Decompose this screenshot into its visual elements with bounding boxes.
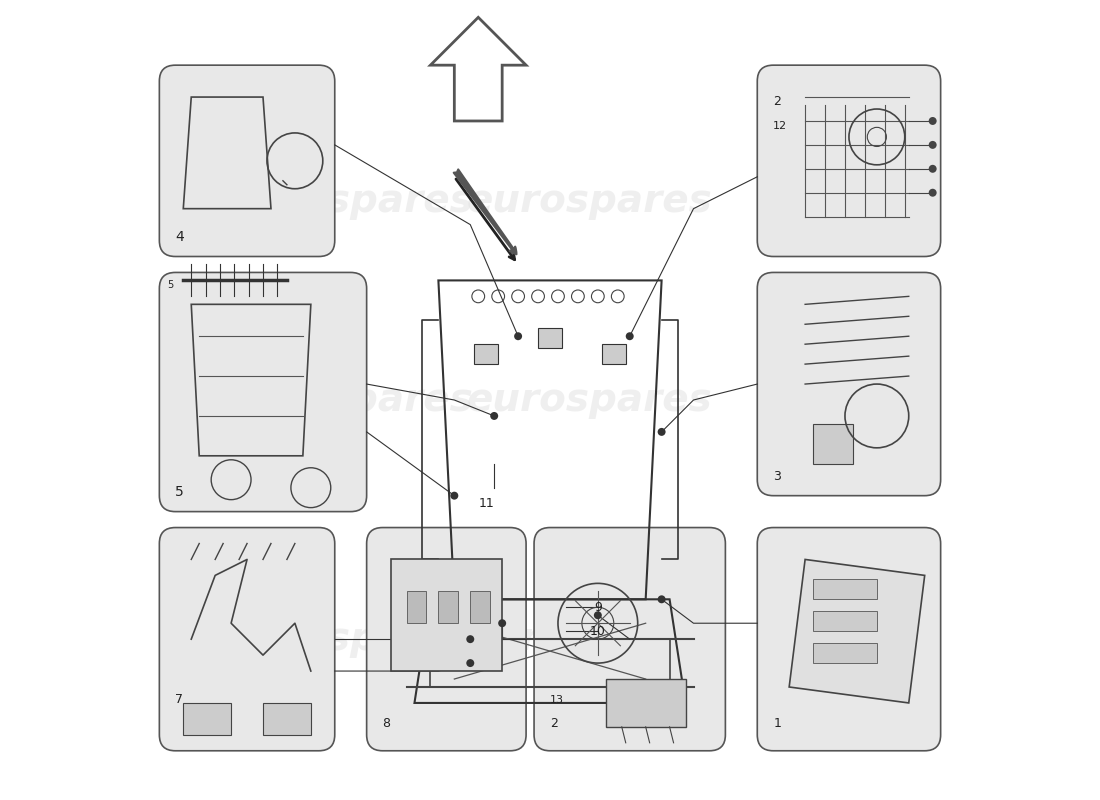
- Text: eurospares: eurospares: [468, 182, 713, 220]
- FancyBboxPatch shape: [366, 527, 526, 750]
- Text: 8: 8: [383, 717, 390, 730]
- Text: 12: 12: [773, 121, 788, 131]
- Bar: [538, 328, 562, 348]
- Bar: [606, 679, 685, 727]
- FancyBboxPatch shape: [160, 273, 366, 512]
- Text: 5: 5: [175, 485, 184, 498]
- Circle shape: [466, 635, 474, 643]
- Text: 7: 7: [175, 693, 184, 706]
- Circle shape: [626, 332, 634, 340]
- Bar: [813, 643, 877, 663]
- Polygon shape: [789, 559, 925, 703]
- Text: 10: 10: [590, 625, 606, 638]
- Circle shape: [658, 428, 666, 436]
- FancyBboxPatch shape: [160, 65, 334, 257]
- Circle shape: [658, 595, 666, 603]
- Circle shape: [466, 659, 474, 667]
- Text: eurospares: eurospares: [228, 620, 474, 658]
- Circle shape: [594, 611, 602, 619]
- Bar: [184, 703, 231, 735]
- Circle shape: [491, 412, 498, 420]
- Bar: [439, 591, 459, 623]
- Circle shape: [498, 619, 506, 627]
- Bar: [813, 424, 852, 464]
- Bar: [474, 344, 498, 364]
- Text: 6: 6: [279, 725, 287, 738]
- Circle shape: [928, 189, 937, 197]
- Text: 5: 5: [167, 280, 174, 290]
- FancyBboxPatch shape: [535, 527, 725, 750]
- Bar: [390, 559, 503, 671]
- Text: 4: 4: [175, 230, 184, 243]
- Circle shape: [928, 117, 937, 125]
- Circle shape: [514, 332, 522, 340]
- Text: 13: 13: [550, 695, 564, 705]
- Text: 11: 11: [478, 497, 494, 510]
- FancyBboxPatch shape: [757, 273, 940, 496]
- Bar: [813, 611, 877, 631]
- FancyBboxPatch shape: [757, 527, 940, 750]
- Bar: [471, 591, 491, 623]
- Circle shape: [450, 492, 459, 500]
- FancyBboxPatch shape: [757, 65, 940, 257]
- Text: eurospares: eurospares: [468, 381, 713, 419]
- Text: eurospares: eurospares: [468, 620, 713, 658]
- Bar: [407, 591, 427, 623]
- Text: 3: 3: [773, 470, 781, 482]
- Text: 2: 2: [773, 95, 781, 108]
- Circle shape: [928, 141, 937, 149]
- Text: eurospares: eurospares: [228, 182, 474, 220]
- Circle shape: [928, 165, 937, 173]
- Text: eurospares: eurospares: [228, 381, 474, 419]
- Bar: [813, 579, 877, 599]
- Text: 9: 9: [594, 601, 602, 614]
- FancyBboxPatch shape: [160, 527, 334, 750]
- Bar: [602, 344, 626, 364]
- Text: 2: 2: [550, 717, 558, 730]
- Text: 1: 1: [773, 717, 781, 730]
- Bar: [263, 703, 311, 735]
